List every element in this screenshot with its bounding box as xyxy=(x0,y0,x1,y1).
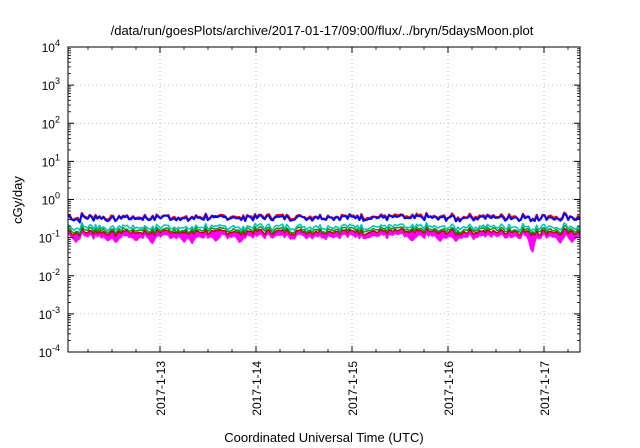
x-tick-label: 2017-1-16 xyxy=(442,361,456,416)
y-tick-label: 104 xyxy=(42,38,60,55)
y-tick-label: 103 xyxy=(42,76,60,93)
x-axis-ticks: 2017-1-13 2017-1-14 2017-1-15 2017-1-16 2017… xyxy=(87,47,569,416)
y-tick-label: 10-4 xyxy=(39,343,60,360)
x-axis-label: Coordinated Universal Time (UTC) xyxy=(224,430,423,445)
y-tick-label: 102 xyxy=(42,114,60,131)
x-tick-label: 2017-1-14 xyxy=(250,361,264,416)
series-line xyxy=(67,212,581,224)
chart-title: /data/run/goesPlots/archive/2017-01-17/0… xyxy=(111,23,534,38)
x-tick-label: 2017-1-13 xyxy=(154,361,168,416)
series-line xyxy=(67,221,581,232)
x-tick-label: 2017-1-17 xyxy=(538,361,552,416)
series-line xyxy=(67,230,581,253)
y-tick-label: 101 xyxy=(42,152,60,169)
series-area xyxy=(68,227,580,252)
y-tick-label: 10-3 xyxy=(39,305,60,322)
data-series xyxy=(67,211,581,253)
y-tick-label: 100 xyxy=(42,191,60,208)
y-tick-label: 10-2 xyxy=(39,267,60,284)
y-axis-label: cGy/day xyxy=(10,176,25,224)
y-axis-ticks: 10-4 10-3 10-2 10-1 100 101 102 103 104 xyxy=(39,38,580,360)
series-line xyxy=(67,226,581,238)
y-tick-label: 10-1 xyxy=(39,229,60,246)
series-line xyxy=(67,224,581,235)
x-tick-label: 2017-1-15 xyxy=(346,361,360,416)
